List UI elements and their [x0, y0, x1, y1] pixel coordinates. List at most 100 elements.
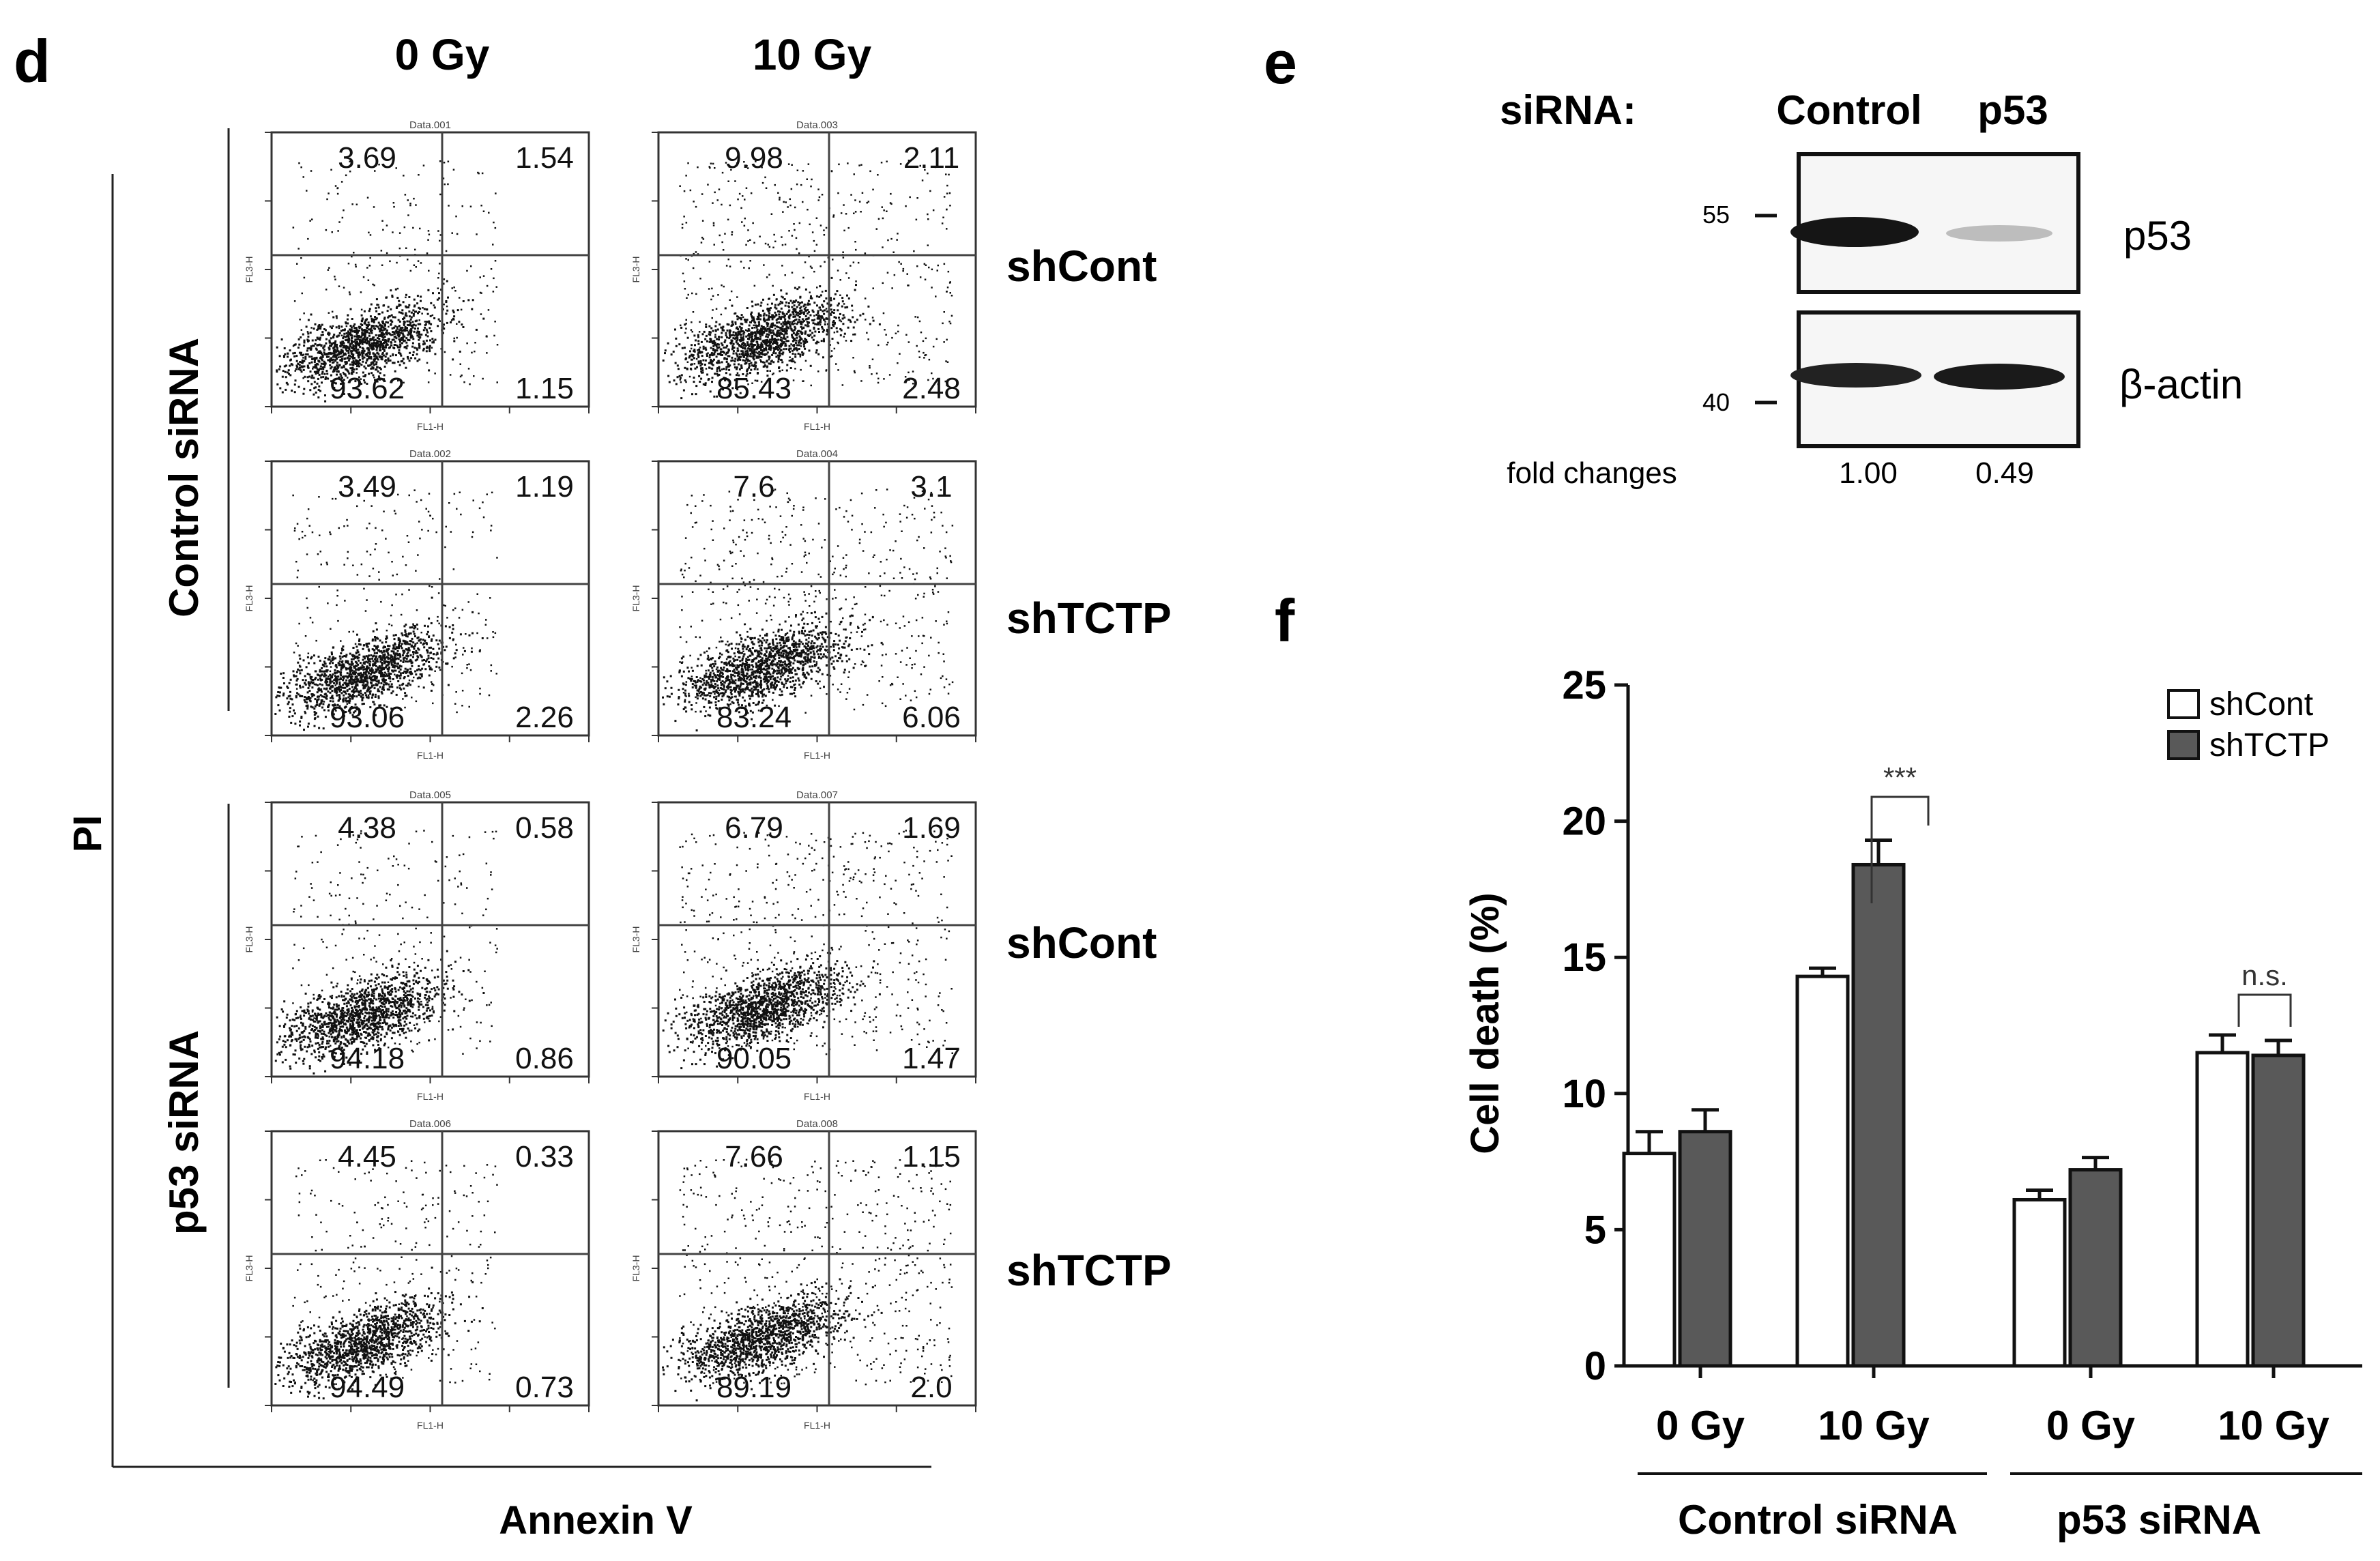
panel-label-d: d — [14, 27, 50, 95]
quadrant-value: 85.43 — [716, 372, 792, 405]
quadrant-value: 1.47 — [902, 1042, 961, 1075]
y-tick-label: 5 — [1584, 1208, 1606, 1252]
flow-plot-y-label: FL3-H — [630, 257, 641, 283]
flow-plot-title: Data.008 — [796, 1118, 838, 1130]
panel-d: 0 Gy 10 Gy Control siRNA p53 siRNA PI An… — [66, 30, 1172, 1543]
flow-plot-events — [662, 160, 953, 400]
flow-plot-x-label: FL1-H — [804, 421, 830, 432]
flow-plot-title: Data.005 — [409, 789, 451, 801]
quadrant-value: 93.06 — [330, 701, 405, 734]
quadrant-value: 0.58 — [515, 811, 574, 845]
dose-header-1: 10 Gy — [753, 30, 872, 79]
x-axis-title: Annexin V — [499, 1498, 693, 1543]
legend-label-shtctp: shTCTP — [2209, 727, 2330, 763]
quadrant-value: 89.19 — [716, 1371, 792, 1404]
band-actin-control — [1790, 363, 1921, 388]
band-label-p53: p53 — [2123, 213, 2192, 259]
flow-plot-y-label: FL3-H — [630, 1255, 641, 1282]
row-label-1: shCont — [1006, 242, 1157, 291]
quadrant-value: 3.1 — [910, 470, 952, 504]
flow-plot-x-label: FL1-H — [417, 1420, 444, 1431]
flow-plot: Data.007 FL1-H FL3-H 6.79 1.69 90.05 1.47 — [630, 789, 977, 1102]
flow-plot-y-label: FL3-H — [244, 257, 255, 283]
quadrant-value: 2.26 — [515, 701, 574, 734]
flow-plot-x-label: FL1-H — [417, 1091, 444, 1102]
row-label-4: shTCTP — [1006, 1246, 1172, 1295]
quadrant-value: 7.66 — [725, 1140, 783, 1173]
quadrant-value: 3.69 — [338, 141, 396, 175]
flow-plot-events — [662, 1158, 953, 1402]
quadrant-value: 6.79 — [725, 811, 783, 845]
y-tick-label: 25 — [1562, 663, 1606, 707]
quadrant-value: 1.54 — [515, 141, 574, 175]
quadrant-value: 83.24 — [716, 701, 792, 734]
flow-plot: Data.004 FL1-H FL3-H 7.6 3.1 83.24 6.06 — [630, 448, 977, 761]
flow-plot-y-label: FL3-H — [244, 927, 255, 953]
quadrant-value: 1.19 — [515, 470, 574, 504]
flow-plot: Data.005 FL1-H FL3-H 4.38 0.58 94.18 0.86 — [244, 789, 590, 1102]
legend-swatch-shcont — [2167, 689, 2200, 719]
y-axis-title-f: Cell death (%) — [1463, 892, 1507, 1154]
quadrant-value: 0.86 — [515, 1042, 574, 1075]
bar-shtctp — [2068, 1168, 2123, 1368]
bar-shcont — [1795, 974, 1850, 1368]
flow-plot-title: Data.006 — [409, 1118, 451, 1130]
x-category-label-3: 0 Gy — [2046, 1403, 2136, 1448]
flow-plot-y-label: FL3-H — [630, 585, 641, 612]
flow-plot-title: Data.002 — [409, 448, 451, 460]
significance-2-bracket — [2237, 993, 2292, 1027]
lane-label-control: Control — [1776, 87, 1921, 133]
flow-plot: Data.003 FL1-H FL3-H 9.98 2.11 85.43 2.48 — [630, 119, 977, 432]
bar-chart: 0 5 10 15 20 25 *** n.s. — [1562, 663, 2362, 1388]
x-category-label-1: 0 Gy — [1656, 1403, 1745, 1448]
flow-plot-events — [662, 488, 954, 732]
flow-plot-x-label: FL1-H — [804, 1420, 830, 1431]
flow-plot: Data.001 FL1-H FL3-H 3.69 1.54 93.62 1.15 — [244, 119, 590, 432]
flow-plot-x-label: FL1-H — [417, 750, 444, 761]
quadrant-value: 0.73 — [515, 1371, 574, 1404]
bar-shcont — [1622, 1152, 1677, 1368]
row-group-label-p53: p53 siRNA — [161, 1030, 207, 1235]
marker-55: 55 — [1702, 201, 1730, 229]
panel-label-f: f — [1275, 587, 1295, 654]
significance-1-label: *** — [1883, 761, 1917, 793]
flow-plot-frame — [270, 460, 590, 737]
flow-plot-title: Data.007 — [796, 789, 838, 801]
x-category-label-2: 10 Gy — [1818, 1403, 1930, 1448]
flow-plot-title: Data.003 — [796, 119, 838, 131]
flow-plot-y-label: FL3-H — [630, 927, 641, 953]
flow-plot-y-label: FL3-H — [244, 1255, 255, 1282]
quadrant-value: 94.18 — [330, 1042, 405, 1075]
panel-e: siRNA: Control p53 55 40 p53 β-actin fol… — [1500, 87, 2243, 490]
y-tick-label: 0 — [1584, 1344, 1606, 1388]
quadrant-value: 7.6 — [733, 470, 774, 504]
quadrant-value: 9.98 — [725, 141, 783, 175]
band-label-actin: β-actin — [2119, 362, 2243, 407]
quadrant-value: 4.45 — [338, 1140, 396, 1173]
flow-plot-title: Data.004 — [796, 448, 838, 460]
flow-plot-title: Data.001 — [409, 119, 451, 131]
flow-plots: Data.001 FL1-H FL3-H 3.69 1.54 93.62 1.15 Data.… — [244, 119, 977, 1431]
fold-value-p53: 0.49 — [1975, 456, 2034, 490]
panel-f: Cell death (%) shCont shTCTP 0 Gy 10 Gy … — [1463, 663, 2362, 1543]
lane-label-p53: p53 — [1977, 87, 2048, 133]
flow-plot: Data.006 FL1-H FL3-H 4.45 0.33 94.49 0.73 — [244, 1118, 590, 1431]
y-tick-label: 10 — [1562, 1072, 1606, 1116]
flow-plot-events — [274, 488, 498, 731]
band-p53-control — [1790, 217, 1919, 247]
significance-2-label: n.s. — [2241, 959, 2288, 991]
quadrant-value: 1.15 — [515, 372, 574, 405]
flow-plot-x-label: FL1-H — [804, 1091, 830, 1102]
bar-shtctp — [1851, 862, 1906, 1368]
quadrant-value: 1.69 — [902, 811, 961, 845]
x-group-label-control: Control siRNA — [1678, 1497, 1958, 1543]
legend-swatch-shtctp — [2167, 730, 2200, 760]
bar-shtctp — [2251, 1053, 2306, 1368]
marker-40: 40 — [1702, 388, 1730, 416]
flow-plot-frame — [657, 460, 977, 737]
quadrant-value: 93.62 — [330, 372, 405, 405]
sirna-header-label: siRNA: — [1500, 87, 1636, 133]
flow-plot: Data.002 FL1-H FL3-H 3.49 1.19 93.06 2.26 — [244, 448, 590, 761]
flow-plot: Data.008 FL1-H FL3-H 7.66 1.15 89.19 2.0 — [630, 1118, 977, 1431]
